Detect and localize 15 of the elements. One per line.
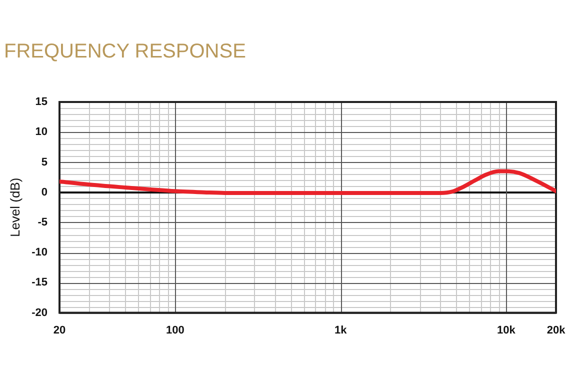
y-axis-title: Level (dB)	[7, 178, 22, 238]
y-tick-label: -20	[32, 306, 48, 319]
y-tick-label: -5	[38, 216, 48, 228]
x-tick-label: 20	[53, 324, 66, 336]
y-tick-label: 10	[35, 126, 48, 138]
x-tick-label: 1k	[334, 324, 348, 336]
y-tick-label: 15	[35, 96, 48, 108]
x-tick-label: 20k	[546, 324, 566, 336]
y-tick-label: 5	[41, 156, 48, 168]
x-tick-label: 100	[166, 324, 184, 336]
x-tick-label: 10k	[497, 324, 516, 336]
y-tick-label: 0	[41, 186, 48, 198]
y-tick-label: -10	[32, 246, 48, 259]
y-tick-label: -15	[32, 276, 48, 289]
chart-title: FREQUENCY RESPONSE	[4, 40, 246, 63]
